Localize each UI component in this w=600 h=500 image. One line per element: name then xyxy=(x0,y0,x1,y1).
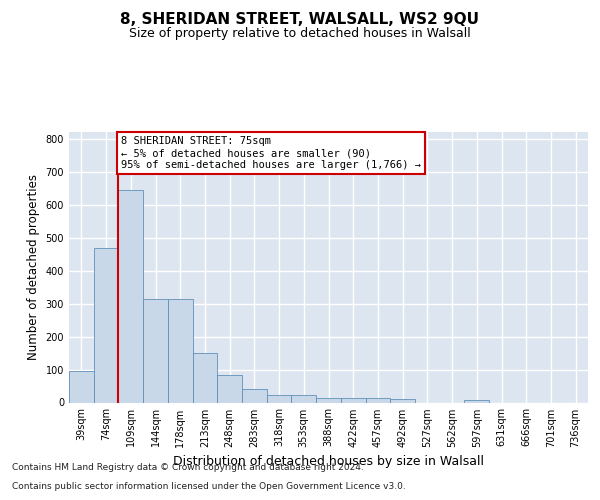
Bar xyxy=(267,396,292,402)
Bar xyxy=(143,299,168,403)
Text: Contains public sector information licensed under the Open Government Licence v3: Contains public sector information licen… xyxy=(12,482,406,491)
X-axis label: Distribution of detached houses by size in Walsall: Distribution of detached houses by size … xyxy=(173,455,484,468)
Text: 8, SHERIDAN STREET, WALSALL, WS2 9QU: 8, SHERIDAN STREET, WALSALL, WS2 9QU xyxy=(121,12,479,28)
Bar xyxy=(118,190,143,402)
Bar xyxy=(464,400,489,402)
Text: Contains HM Land Registry data © Crown copyright and database right 2024.: Contains HM Land Registry data © Crown c… xyxy=(12,464,364,472)
Y-axis label: Number of detached properties: Number of detached properties xyxy=(27,174,40,360)
Bar xyxy=(217,374,242,402)
Text: 8 SHERIDAN STREET: 75sqm
← 5% of detached houses are smaller (90)
95% of semi-de: 8 SHERIDAN STREET: 75sqm ← 5% of detache… xyxy=(121,136,421,170)
Bar xyxy=(365,398,390,402)
Bar xyxy=(94,248,118,402)
Bar xyxy=(69,371,94,402)
Text: Size of property relative to detached houses in Walsall: Size of property relative to detached ho… xyxy=(129,28,471,40)
Bar xyxy=(242,390,267,402)
Bar xyxy=(316,398,341,402)
Bar xyxy=(341,398,365,402)
Bar xyxy=(193,353,217,403)
Bar xyxy=(292,396,316,402)
Bar xyxy=(168,299,193,403)
Bar xyxy=(390,399,415,402)
